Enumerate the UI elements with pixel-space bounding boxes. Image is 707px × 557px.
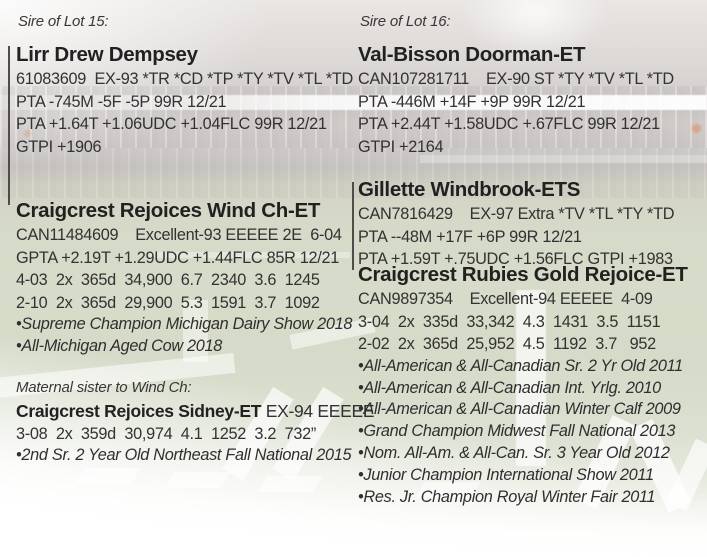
sire-name: Val-Bisson Doorman-ET <box>358 43 586 66</box>
sire-name: Gillette Windbrook-ETS <box>358 178 581 201</box>
pedigree-line: PTA +1.59T +.75UDC +1.56FLC GTPI +1983 <box>358 250 673 269</box>
sire-of-lot-15-label: Sire of Lot 15: <box>18 13 109 30</box>
lactation-record-row: 4-03 2x 365d 34,900 6.7 2340 3.6 1245 <box>16 271 320 290</box>
stadium-light-band <box>0 95 707 110</box>
lot15-dam-block: Craigcrest Rejoices Wind Ch-ET CAN114846… <box>16 198 352 358</box>
maternal-sister-label: Maternal sister to Wind Ch: <box>16 379 192 396</box>
sister-score: EX-94 EEEEE <box>261 401 375 421</box>
show-award-bullet: •2nd Sr. 2 Year Old Northeast Fall Natio… <box>16 446 352 465</box>
dam-name: Craigcrest Rejoices Wind Ch-ET <box>16 199 321 222</box>
pedigree-line: GTPI +2164 <box>358 137 444 156</box>
maternal-sister-block: Maternal sister to Wind Ch: Craigcrest R… <box>16 378 375 467</box>
sire-of-lot-16-label: Sire of Lot 16: <box>360 13 451 30</box>
sister-name: Craigcrest Rejoices Sidney-ET <box>16 401 262 421</box>
show-award-bullet: •All-American & All-Canadian Int. Yrlg. … <box>358 378 661 397</box>
show-award-bullet: •Nom. All-Am. & All-Can. Sr. 3 Year Old … <box>358 443 670 462</box>
show-award-bullet: •All-American & All-Canadian Winter Calf… <box>358 400 681 419</box>
field-marking-vertical-bar <box>516 290 546 466</box>
show-award-bullet: •Grand Champion Midwest Fall National 20… <box>358 422 676 441</box>
pedigree-line: PTA -745M -5F -5P 99R 12/21 <box>16 92 227 111</box>
pedigree-line: CAN7816429 EX-97 Extra *TV *TL *TY *TD <box>358 205 675 223</box>
lot16-sire-block: Val-Bisson Doorman-ET CAN107281711 EX-90… <box>358 42 703 158</box>
pedigree-line: CAN11484609 Excellent-93 EEEEE 2E 6-04 <box>16 226 342 244</box>
field-marking-vertical-bar <box>183 300 208 362</box>
lot15-section-rule <box>8 46 10 205</box>
field-hash-stripe <box>75 468 141 484</box>
dam-name: Craigcrest Rubies Gold Rejoice-ET <box>358 263 688 286</box>
field-yard-line <box>150 252 350 258</box>
field-hash-stripe <box>165 472 231 488</box>
field-yard-line <box>420 155 707 163</box>
show-award-bullet: •Junior Champion International Show 2011 <box>358 465 654 484</box>
pedigree-line: PTA -446M +14F +9P 99R 12/21 <box>358 92 586 111</box>
sire-name: Lirr Drew Dempsey <box>16 43 198 66</box>
lactation-record-row: 3-04 2x 335d 33,342 4.3 1431 3.5 1151 <box>358 312 661 331</box>
windbrook-sire-block: Gillette Windbrook-ETS CAN7816429 EX-97 … <box>358 177 703 271</box>
field-hash-stripe <box>257 476 323 492</box>
pedigree-line: CAN107281711 EX-90 ST *TY *TV *TL *TD <box>358 70 674 88</box>
show-award-bullet: •Supreme Champion Michigan Dairy Show 20… <box>16 315 353 334</box>
show-award-bullet: •Res. Jr. Champion Royal Winter Fair 201… <box>358 487 656 506</box>
pedigree-line: PTA +1.64T +1.06UDC +1.04FLC 99R 12/21 <box>16 115 327 134</box>
lactation-record-row: 3-08 2x 359d 30,974 4.1 1252 3.2 732” <box>16 424 316 443</box>
pedigree-line: GPTA +2.19T +1.29UDC +1.44FLC 85R 12/21 <box>16 248 340 267</box>
lot15-sire-block: Lirr Drew Dempsey 61083609 EX-93 *TR *CD… <box>16 42 353 158</box>
pedigree-line: GTPI +1906 <box>16 137 102 156</box>
show-award-bullet: •All-Michigan Aged Cow 2018 <box>16 337 223 356</box>
pedigree-line: CAN9897354 Excellent-94 EEEEE 4-09 <box>358 290 653 308</box>
stadium-light-dot <box>692 124 701 133</box>
pedigree-line: PTA +2.44T +1.58UDC +.67FLC 99R 12/21 <box>358 115 660 134</box>
stadium-light-dot-2 <box>24 130 31 137</box>
windbrook-section-rule <box>352 182 354 270</box>
pedigree-line: PTA --48M +17F +6P 99R 12/21 <box>358 227 582 246</box>
show-award-bullet: •All-American & All-Canadian Sr. 2 Yr Ol… <box>358 356 683 375</box>
sister-name-line: Craigcrest Rejoices Sidney-ET EX-94 EEEE… <box>16 400 375 423</box>
pedigree-line: 61083609 EX-93 *TR *CD *TP *TY *TV *TL *… <box>16 70 353 88</box>
lactation-record-row: 2-10 2x 365d 29,900 5.3 1591 3.7 1092 <box>16 293 320 312</box>
lactation-record-row: 2-02 2x 365d 25,952 4.5 1192 3.7 952 <box>358 335 656 354</box>
rejoice-dam-block: Craigcrest Rubies Gold Rejoice-ET CAN989… <box>358 262 703 508</box>
